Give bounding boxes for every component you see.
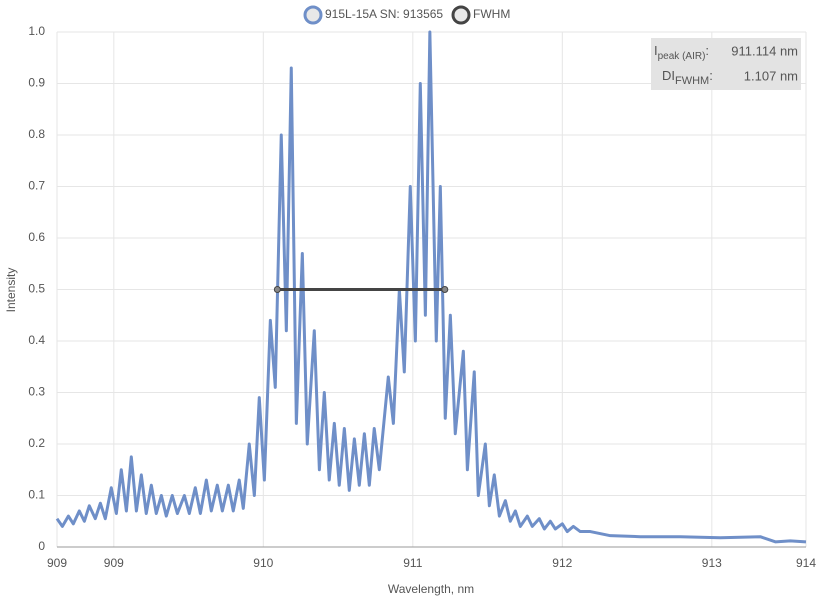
y-tick-label: 0.4 — [28, 333, 45, 347]
x-tick-label: 913 — [702, 556, 722, 570]
x-axis-title: Wavelength, nm — [388, 582, 474, 596]
y-tick-label: 1.0 — [28, 24, 45, 38]
legend-label: 915L-15A SN: 913565 — [325, 7, 443, 21]
x-tick-label: 910 — [253, 556, 273, 570]
annotation-label: Ipeak (AIR): — [654, 43, 709, 61]
y-tick-label: 0.8 — [28, 127, 45, 141]
symbol: DI — [662, 68, 675, 83]
x-tick-label: 914 — [796, 556, 816, 570]
legend-marker — [451, 5, 471, 25]
x-tick-label: 909 — [47, 556, 67, 570]
x-tick-label: 912 — [552, 556, 572, 570]
subscript: peak (AIR) — [658, 51, 706, 62]
legend-item[interactable]: 915L-15A SN: 913565 — [303, 5, 443, 25]
series-line — [55, 30, 807, 544]
annotation-value: 1.107 nm — [744, 68, 798, 83]
y-tick-label: 0.3 — [28, 385, 45, 399]
symbol: I — [654, 43, 658, 58]
y-tick-label: 0.9 — [28, 76, 45, 90]
subscript: FWHM — [675, 75, 709, 87]
legend-item[interactable]: FWHM — [451, 5, 510, 25]
y-tick-label: 0.6 — [28, 230, 45, 244]
y-tick-label: 0.2 — [28, 436, 45, 450]
annotation-label: DIFWHM: — [662, 68, 713, 86]
y-tick-label: 0.7 — [28, 179, 45, 193]
y-tick-label: 0.1 — [28, 488, 45, 502]
annotation-box: Ipeak (AIR): 911.114 nm DIFWHM: 1.107 nm — [651, 38, 801, 90]
point-marker — [273, 286, 281, 293]
annotation-value: 911.114 nm — [731, 43, 798, 58]
x-tick-label: 911 — [403, 556, 422, 570]
legend-label: FWHM — [473, 7, 510, 21]
annotation-background — [651, 38, 801, 90]
legend-marker — [303, 5, 323, 25]
suffix: : — [709, 68, 713, 83]
x-tick-label: 909 — [104, 556, 124, 570]
suffix: : — [705, 43, 709, 58]
y-tick-label: 0 — [38, 539, 45, 553]
y-axis-title: Intensity — [4, 268, 18, 313]
y-tick-label: 0.5 — [28, 282, 45, 296]
point-marker — [441, 286, 449, 293]
